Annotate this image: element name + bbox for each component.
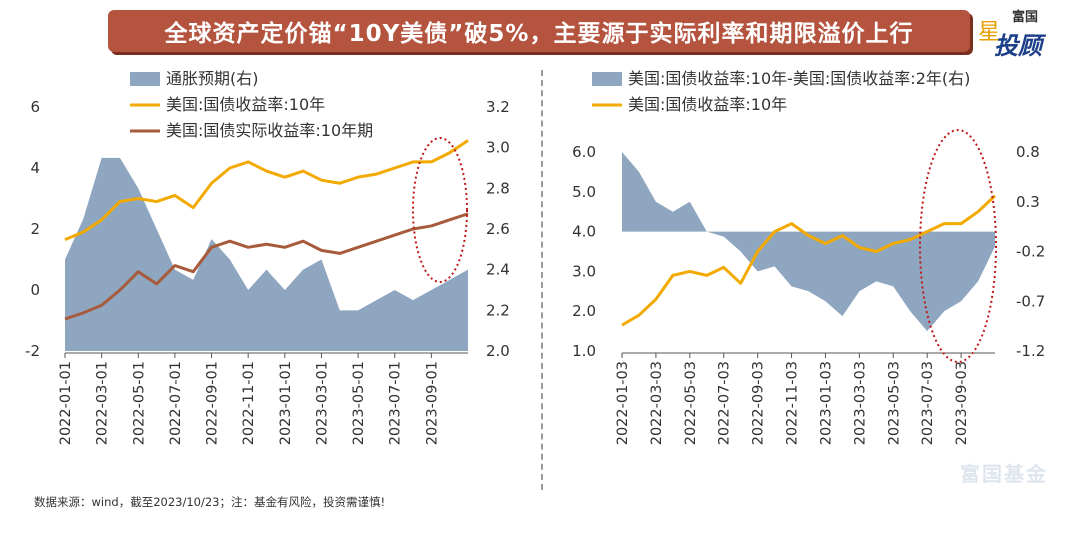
- legend-label-1: 美国:国债收益率:10年: [166, 95, 325, 114]
- title-text: 全球资产定价锚“10Y美债”破5%，主要源于实际利率和期限溢价上行: [164, 21, 914, 47]
- x-tick-2: 2022-05-01: [131, 361, 147, 445]
- x-tick-3: 2022-07-01: [168, 361, 184, 445]
- y-left-tick-2: 2: [30, 220, 40, 238]
- y-right-tick-4: -1.2: [1016, 342, 1045, 360]
- x-tick-0: 2022-01-03: [615, 361, 631, 445]
- logo-main-text: 投顾: [994, 32, 1042, 60]
- x-tick-6: 2023-01-01: [278, 361, 294, 445]
- y-left-tick-4: 2.0: [572, 302, 596, 320]
- x-tick-7: 2023-03-01: [314, 361, 330, 445]
- x-tick-9: 2023-07-01: [388, 361, 404, 445]
- x-tick-8: 2023-05-01: [351, 361, 367, 445]
- legend-swatch-0: [130, 72, 160, 86]
- y-right-tick-5: 2.2: [486, 301, 510, 319]
- footer-note: 数据来源：wind，截至2023/10/23；注：基金有风险，投资需谨慎!: [34, 495, 386, 509]
- y-right-tick-6: 2.0: [486, 342, 510, 360]
- right-chart: 美国:国债收益率:10年-美国:国债收益率:2年(右) 美国:国债收益率:10年 6…: [572, 69, 1045, 445]
- highlight-circle: [919, 129, 997, 363]
- line-series-0: [64, 139, 469, 242]
- x-tick-1: 2022-03-01: [95, 361, 111, 445]
- x-tick-8: 2023-05-03: [886, 361, 902, 445]
- area-series-0: [65, 157, 468, 351]
- panel-divider: [541, 70, 543, 490]
- title-banner: 全球资产定价锚“10Y美债”破5%，主要源于实际利率和期限溢价上行: [108, 10, 970, 52]
- x-tick-9: 2023-07-03: [920, 361, 936, 445]
- x-tick-3: 2022-07-03: [717, 361, 733, 445]
- x-tick-7: 2023-03-03: [852, 361, 868, 445]
- y-right-tick-1: 0.3: [1016, 193, 1040, 211]
- legend-label-0: 通胀预期(右): [166, 69, 259, 88]
- x-tick-4: 2022-09-03: [751, 361, 767, 445]
- legend-label-0: 美国:国债收益率:10年-美国:国债收益率:2年(右): [628, 69, 970, 88]
- x-tick-6: 2023-01-03: [818, 361, 834, 445]
- watermark-text: 富国基金: [960, 462, 1048, 486]
- legend-label-2: 美国:国债实际收益率:10年期: [166, 121, 373, 140]
- y-left-tick-3: 0: [30, 281, 40, 299]
- logo-top-text: 富国: [1012, 10, 1039, 25]
- y-left-tick-5: 1.0: [572, 342, 596, 360]
- y-left-tick-1: 5.0: [572, 183, 596, 201]
- y-left-tick-3: 3.0: [572, 262, 596, 280]
- y-right-tick-3: -0.7: [1016, 292, 1045, 310]
- star-icon: 星: [978, 20, 1001, 45]
- y-left-tick-2: 4.0: [572, 223, 596, 241]
- legend-swatch-0: [592, 72, 622, 86]
- x-tick-10: 2023-09-03: [954, 361, 970, 445]
- y-right-tick-0: 3.2: [486, 98, 510, 116]
- legend-label-1: 美国:国债收益率:10年: [628, 95, 787, 114]
- line-series-0: [621, 194, 997, 327]
- highlight-circle: [412, 137, 468, 283]
- x-tick-5: 2022-11-03: [785, 361, 801, 445]
- line-series-1: [64, 212, 469, 321]
- x-tick-4: 2022-09-01: [205, 361, 221, 445]
- y-left-tick-0: 6.0: [572, 143, 596, 161]
- y-left-tick-4: -2: [25, 342, 40, 360]
- x-tick-5: 2022-11-01: [241, 361, 257, 445]
- y-right-tick-0: 0.8: [1016, 143, 1040, 161]
- y-right-tick-1: 3.0: [486, 139, 510, 157]
- x-tick-0: 2022-01-01: [58, 361, 74, 445]
- y-right-tick-2: 2.8: [486, 179, 510, 197]
- y-left-tick-1: 4: [30, 159, 40, 177]
- x-tick-10: 2023-09-01: [424, 361, 440, 445]
- y-right-tick-3: 2.6: [486, 220, 510, 238]
- y-right-tick-4: 2.4: [486, 261, 510, 279]
- x-tick-2: 2022-05-03: [683, 361, 699, 445]
- brand-logo: 星 富国 投顾: [978, 6, 1074, 60]
- area-series-0: [622, 152, 995, 332]
- y-left-tick-0: 6: [30, 98, 40, 116]
- y-right-tick-2: -0.2: [1016, 243, 1045, 261]
- x-tick-1: 2022-03-03: [649, 361, 665, 445]
